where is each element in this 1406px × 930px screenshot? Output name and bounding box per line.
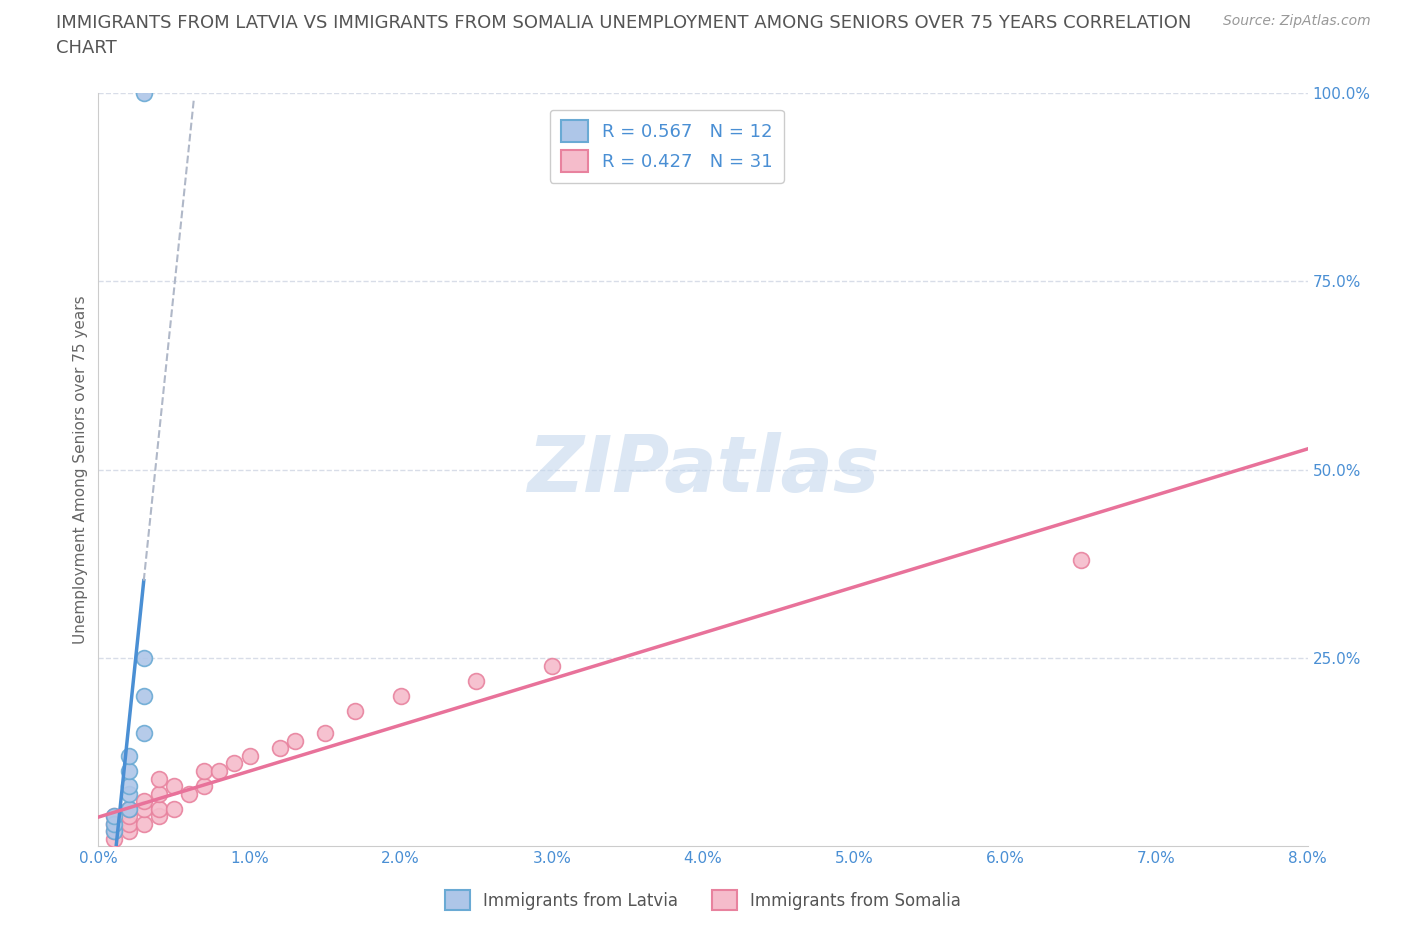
Point <box>103 824 125 839</box>
Point <box>148 809 170 824</box>
Text: IMMIGRANTS FROM LATVIA VS IMMIGRANTS FROM SOMALIA UNEMPLOYMENT AMONG SENIORS OVE: IMMIGRANTS FROM LATVIA VS IMMIGRANTS FRO… <box>56 14 1192 32</box>
Text: CHART: CHART <box>56 39 117 57</box>
Point <box>132 793 155 808</box>
Text: ZIPatlas: ZIPatlas <box>527 432 879 508</box>
Point <box>118 764 141 778</box>
Point <box>103 817 125 831</box>
Point <box>1070 552 1092 567</box>
Text: Source: ZipAtlas.com: Source: ZipAtlas.com <box>1223 14 1371 28</box>
Point <box>132 86 155 100</box>
Point <box>132 688 155 703</box>
Point <box>118 786 141 801</box>
Y-axis label: Unemployment Among Seniors over 75 years: Unemployment Among Seniors over 75 years <box>73 296 89 644</box>
Point <box>132 651 155 666</box>
Point <box>118 824 141 839</box>
Point <box>284 734 307 749</box>
Point <box>118 802 141 817</box>
Point <box>163 802 186 817</box>
Point <box>118 778 141 793</box>
Point <box>118 809 141 824</box>
Point <box>193 764 215 778</box>
Point <box>179 786 201 801</box>
Point <box>132 817 155 831</box>
Legend: Immigrants from Latvia, Immigrants from Somalia: Immigrants from Latvia, Immigrants from … <box>439 884 967 917</box>
Point <box>118 749 141 764</box>
Point <box>132 802 155 817</box>
Point <box>103 831 125 846</box>
Point <box>118 817 141 831</box>
Point <box>224 756 246 771</box>
Point <box>118 802 141 817</box>
Point <box>103 824 125 839</box>
Point <box>103 817 125 831</box>
Point <box>540 658 562 673</box>
Point <box>148 786 170 801</box>
Point <box>314 726 336 741</box>
Legend: R = 0.567   N = 12, R = 0.427   N = 31: R = 0.567 N = 12, R = 0.427 N = 31 <box>550 110 783 182</box>
Point <box>132 726 155 741</box>
Point <box>163 778 186 793</box>
Point <box>103 809 125 824</box>
Point <box>239 749 262 764</box>
Point <box>344 703 367 718</box>
Point <box>148 771 170 786</box>
Point <box>103 809 125 824</box>
Point <box>389 688 412 703</box>
Point <box>148 802 170 817</box>
Point <box>208 764 231 778</box>
Point <box>193 778 215 793</box>
Point <box>269 741 291 756</box>
Point <box>465 673 488 688</box>
